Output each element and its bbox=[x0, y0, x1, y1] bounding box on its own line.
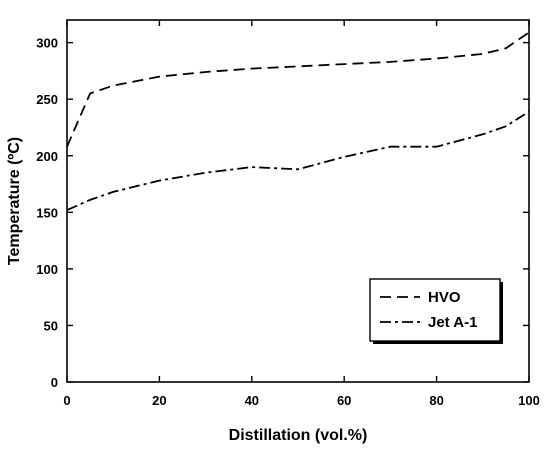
y-tick-label: 300 bbox=[36, 36, 58, 51]
x-tick-label: 60 bbox=[337, 393, 351, 408]
series-line-jet-a-1 bbox=[66, 110, 530, 211]
y-tick-label: 50 bbox=[44, 318, 58, 333]
x-tick-label: 100 bbox=[518, 393, 540, 408]
plot-border bbox=[66, 19, 530, 383]
y-tick-label: 200 bbox=[36, 149, 58, 164]
y-axis-title: Temperature (ºC) bbox=[6, 137, 23, 265]
data-series bbox=[66, 31, 530, 211]
x-tick-label: 0 bbox=[63, 393, 70, 408]
legend-label: HVO bbox=[428, 289, 461, 306]
plot-area bbox=[66, 19, 530, 383]
x-tick-label: 20 bbox=[152, 393, 166, 408]
legend-label: Jet A-1 bbox=[428, 314, 477, 331]
y-tick-label: 150 bbox=[36, 205, 58, 220]
legend-box bbox=[369, 278, 501, 342]
axis-ticks: 0 20 40 60 80 100 0 50 100 150 200 250 300 bbox=[36, 20, 540, 408]
x-tick-label: 80 bbox=[429, 393, 443, 408]
x-axis-title: Distillation (vol.%) bbox=[229, 427, 368, 444]
y-tick-label: 0 bbox=[51, 375, 58, 390]
x-tick-label: 40 bbox=[245, 393, 259, 408]
y-tick-label: 250 bbox=[36, 92, 58, 107]
legend: HVO Jet A-1 bbox=[369, 278, 503, 344]
series-line-hvo bbox=[66, 31, 530, 148]
y-tick-label: 100 bbox=[36, 262, 58, 277]
